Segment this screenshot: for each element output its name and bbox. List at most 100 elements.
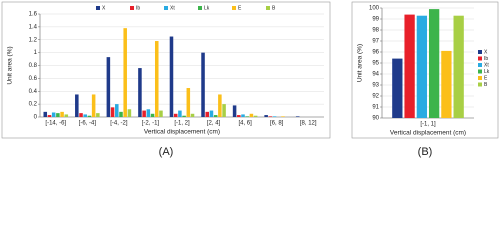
legend-label: Lk — [204, 5, 210, 11]
bar — [281, 116, 285, 117]
x-tick-label: [-2, -1] — [142, 121, 160, 127]
bar — [232, 105, 237, 117]
legend-label: E — [484, 75, 488, 81]
bar — [138, 68, 142, 117]
legend-swatch — [478, 69, 482, 74]
bar — [79, 113, 83, 117]
legend-label: Ib — [484, 56, 488, 62]
bar — [186, 88, 191, 117]
x-axis-label: Vertical displacement (cm) — [390, 130, 466, 137]
bar — [264, 115, 268, 117]
legend-swatch — [96, 6, 100, 10]
y-tick-label: 0.6 — [29, 76, 38, 82]
legend-label: B — [272, 5, 276, 11]
y-tick-label: 93 — [372, 83, 379, 89]
legend-label: E — [238, 5, 242, 11]
bar — [56, 113, 60, 117]
y-axis-label: Unit area (%) — [7, 46, 14, 84]
bar — [201, 52, 205, 117]
legend-swatch — [198, 6, 202, 10]
bar — [453, 15, 464, 119]
bar — [268, 116, 273, 117]
y-tick-label: 0.4 — [29, 89, 38, 95]
bar — [119, 111, 123, 117]
bar — [75, 94, 79, 117]
bar — [159, 110, 163, 117]
bar — [51, 112, 56, 117]
legend-label: X — [484, 49, 488, 55]
legend-label: Xt — [484, 62, 489, 68]
bar — [245, 116, 249, 117]
caption: (A) — [159, 146, 174, 158]
y-tick-label: 1.6 — [29, 12, 38, 18]
bar — [190, 113, 195, 117]
legend-label: Xt — [170, 5, 175, 11]
legend-label: Lk — [484, 69, 490, 75]
bar — [146, 109, 151, 117]
x-tick-label: [8, 12] — [300, 121, 317, 127]
bar — [209, 110, 214, 117]
y-axis-label: Unit area (%) — [357, 44, 364, 82]
bar — [154, 41, 159, 117]
bar — [169, 36, 174, 117]
legend-swatch — [164, 6, 168, 10]
legend-label: Ib — [136, 5, 140, 11]
bar — [150, 113, 155, 117]
legend-swatch — [478, 76, 482, 80]
bar — [272, 116, 277, 117]
legend-swatch — [130, 6, 134, 10]
bar — [253, 115, 258, 117]
bar — [404, 14, 415, 119]
bar — [222, 104, 226, 117]
x-axis-label: Vertical displacement (cm) — [144, 129, 220, 136]
y-tick-label: 1.2 — [29, 37, 38, 43]
legend-swatch — [478, 63, 482, 67]
y-tick-label: 0.2 — [29, 102, 38, 108]
x-tick-label: [-14, -6] — [45, 121, 66, 127]
x-tick-label: [-1, 1] — [420, 122, 436, 128]
bar — [43, 111, 48, 117]
bar — [60, 111, 64, 117]
y-tick-label: 97 — [372, 39, 379, 45]
bar — [83, 114, 87, 117]
chart-frame — [1, 1, 331, 139]
bar — [115, 104, 119, 117]
bar — [295, 116, 300, 117]
x-tick-label: [-1, 2] — [174, 121, 190, 127]
bar — [392, 58, 403, 118]
bar — [64, 114, 69, 117]
bar — [47, 115, 52, 117]
bar — [441, 50, 452, 118]
x-tick-label: [2, 4] — [207, 121, 221, 127]
bar — [416, 15, 428, 119]
bar — [142, 110, 146, 117]
bar — [110, 107, 115, 117]
y-tick-label: 1 — [34, 50, 38, 56]
x-tick-label: [6, 8] — [270, 121, 284, 127]
bar — [237, 115, 241, 117]
bar — [182, 115, 186, 117]
bar — [96, 113, 100, 117]
x-tick-label: [-4, -2] — [110, 121, 128, 127]
bar — [213, 115, 218, 117]
caption: (B) — [418, 146, 433, 158]
y-tick-label: 95 — [372, 61, 379, 67]
page: {"chart_data": [ {"type": "bar", "captio… — [1, 1, 499, 158]
x-tick-label: [-6, -4] — [79, 121, 97, 127]
bar — [178, 110, 182, 117]
bar — [428, 9, 440, 119]
legend-swatch — [478, 82, 482, 87]
bar — [173, 113, 178, 117]
bar — [87, 115, 92, 117]
bar — [249, 113, 254, 117]
chart-frame — [351, 1, 499, 139]
legend-swatch — [232, 6, 236, 10]
y-tick-label: 96 — [372, 50, 379, 56]
legend-swatch — [478, 56, 482, 61]
y-tick-label: 0.8 — [29, 63, 38, 69]
y-tick-label: 90 — [372, 116, 379, 122]
bar — [218, 94, 222, 117]
y-tick-label: 100 — [369, 6, 380, 12]
figure: 0 0.2 0.4 0.6 0.8 1 1.2 1.4 1.6 [-14, -6] [-6, -4]… — [1, 1, 499, 158]
y-tick-label: 91 — [372, 105, 379, 111]
